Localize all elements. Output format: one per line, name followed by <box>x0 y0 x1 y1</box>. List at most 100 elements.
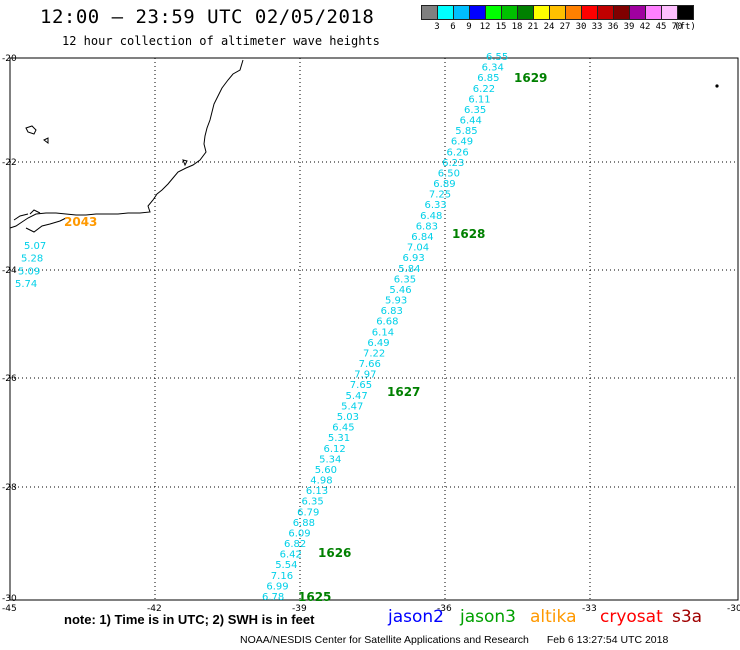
pass-time-label: 2043 <box>64 215 97 229</box>
legend-label: 6 <box>450 22 456 32</box>
wave-height-value: 5.85 <box>455 126 477 137</box>
wave-height-value: 7.66 <box>359 359 381 370</box>
island-dot <box>715 84 719 88</box>
island-1 <box>25 125 37 135</box>
footer-source: NOAA/NESDIS Center for Satellite Applica… <box>240 634 529 646</box>
legend-label: 39 <box>623 22 635 32</box>
wave-height-value: 5.07 <box>24 241 46 252</box>
wave-height-value: 5.74 <box>15 279 37 290</box>
legend-label: 18 <box>511 22 523 32</box>
wave-height-value: 6.55 <box>486 52 508 63</box>
graticule <box>10 58 738 600</box>
legend-label: 45 <box>655 22 667 32</box>
lat-label: -26 <box>2 374 17 384</box>
wave-height-value: 6.49 <box>367 338 389 349</box>
wave-height-value: 6.34 <box>482 63 504 74</box>
wave-height-value: 5.31 <box>328 433 350 444</box>
wave-height-value: 7.22 <box>363 349 385 360</box>
wave-height-value: 5.03 <box>337 412 359 423</box>
wave-height-value: 6.14 <box>372 327 394 338</box>
wave-height-value: 6.33 <box>425 200 447 211</box>
mainland-coast <box>9 59 244 229</box>
wave-height-value: 6.84 <box>411 232 433 243</box>
lat-label: -22 <box>2 158 17 168</box>
satellite-jason2-label: jason2 <box>388 607 444 627</box>
wave-height-value: 6.48 <box>420 211 442 222</box>
wave-height-value: 6.13 <box>306 486 328 497</box>
wave-height-value: 7.16 <box>271 571 293 582</box>
legend-label: 30 <box>575 22 587 32</box>
lat-label: -24 <box>2 266 17 276</box>
legend-label: 70 <box>671 22 683 32</box>
lon-label: -33 <box>582 604 597 614</box>
wave-height-value: 5.47 <box>341 401 363 412</box>
satellite-s3a-label: s3a <box>672 607 703 627</box>
wave-height-value: 6.42 <box>280 550 302 561</box>
legend-label: 42 <box>639 22 651 32</box>
wave-height-value: 7.25 <box>429 190 451 201</box>
note-text: note: 1) Time is in UTC; 2) SWH is in fe… <box>64 612 315 627</box>
lon-label: -42 <box>147 604 162 614</box>
lon-label: -45 <box>2 604 17 614</box>
lat-label: -30 <box>2 594 17 604</box>
wave-height-value: 5.47 <box>346 391 368 402</box>
wave-height-value: 6.68 <box>376 317 398 328</box>
wave-height-value: 7.65 <box>350 380 372 391</box>
legend-label: 21 <box>527 22 539 32</box>
legend-label: 15 <box>495 22 507 32</box>
legend-swatch <box>677 5 694 20</box>
satellite-cryosat-label: cryosat <box>600 607 663 627</box>
legend-swatches <box>421 5 694 20</box>
satellite-jason3-label: jason3 <box>460 607 516 627</box>
wave-height-value: 6.45 <box>332 423 354 434</box>
footer: NOAA/NESDIS Center for Satellite Applica… <box>240 634 668 646</box>
map-subtitle: 12 hour collection of altimeter wave hei… <box>62 34 380 48</box>
legend-label: 33 <box>591 22 603 32</box>
map-frame <box>9 57 739 601</box>
coastal-islands <box>13 209 67 233</box>
altika-track: 5.07 5.285.09 5.74 <box>15 241 46 290</box>
footer-timestamp: Feb 6 13:27:54 UTC 2018 <box>546 634 669 646</box>
legend-label: 3 <box>434 22 440 32</box>
color-scale-legend: 3 6 9 12 15 18 21 24 27 30 33 36 39 42 45 70 (ft) <box>421 5 696 34</box>
legend-label: 24 <box>543 22 555 32</box>
wave-height-value: 6.44 <box>460 116 482 127</box>
wave-height-value: 6.35 <box>464 105 486 116</box>
pass-time-label: 1625 <box>298 590 331 604</box>
lat-label: -28 <box>2 483 17 493</box>
wave-height-value: 6.11 <box>468 94 490 105</box>
wave-height-value: 6.09 <box>288 529 310 540</box>
lon-label: -36 <box>437 604 452 614</box>
satellite-altika-label: altika <box>530 607 577 627</box>
island-3 <box>182 159 188 167</box>
wave-height-value: 6.85 <box>477 73 499 84</box>
wave-height-value: 6.22 <box>473 84 495 95</box>
map-title: 12:00 — 23:59 UTC 02/05/2018 <box>40 6 375 28</box>
wave-height-value: 6.78 <box>262 592 284 603</box>
pass-time-label: 1627 <box>387 385 420 399</box>
wave-height-value: 6.99 <box>266 581 288 592</box>
pass-time-label: 1629 <box>514 71 547 85</box>
coastline <box>9 59 244 233</box>
pass-time-labels: 1629 1628 1627 1626 1625 2043 <box>64 71 547 604</box>
wave-height-value: 5.84 <box>398 264 420 275</box>
pass-time-label: 1626 <box>318 546 351 560</box>
wave-height-value: 5.09 <box>18 266 40 277</box>
legend-label: 12 <box>479 22 491 32</box>
wave-height-value: 4.98 <box>310 476 332 487</box>
island-2 <box>43 137 49 144</box>
wave-height-value: 6.12 <box>324 444 346 455</box>
lon-label: -30 <box>727 604 740 614</box>
wave-height-value: 6.88 <box>293 518 315 529</box>
wave-height-value: 6.26 <box>447 147 469 158</box>
wave-height-value: 7.04 <box>407 243 429 254</box>
wave-height-value: 6.83 <box>381 306 403 317</box>
pass-time-label: 1628 <box>452 227 485 241</box>
legend-labels: 3 6 9 12 15 18 21 24 27 30 33 36 39 42 45 70 (ft) <box>421 20 696 34</box>
wave-height-value: 5.28 <box>21 254 43 265</box>
wave-height-value: 6.93 <box>403 253 425 264</box>
jason3-track: 6.556.346.856.226.116.356.445.85 6.49 6.26… <box>262 52 508 603</box>
axis-labels: -20-22-24-26-28-30-45 -42 -39 -36 -33 -30 <box>2 54 740 614</box>
wave-height-value: 5.34 <box>319 454 341 465</box>
